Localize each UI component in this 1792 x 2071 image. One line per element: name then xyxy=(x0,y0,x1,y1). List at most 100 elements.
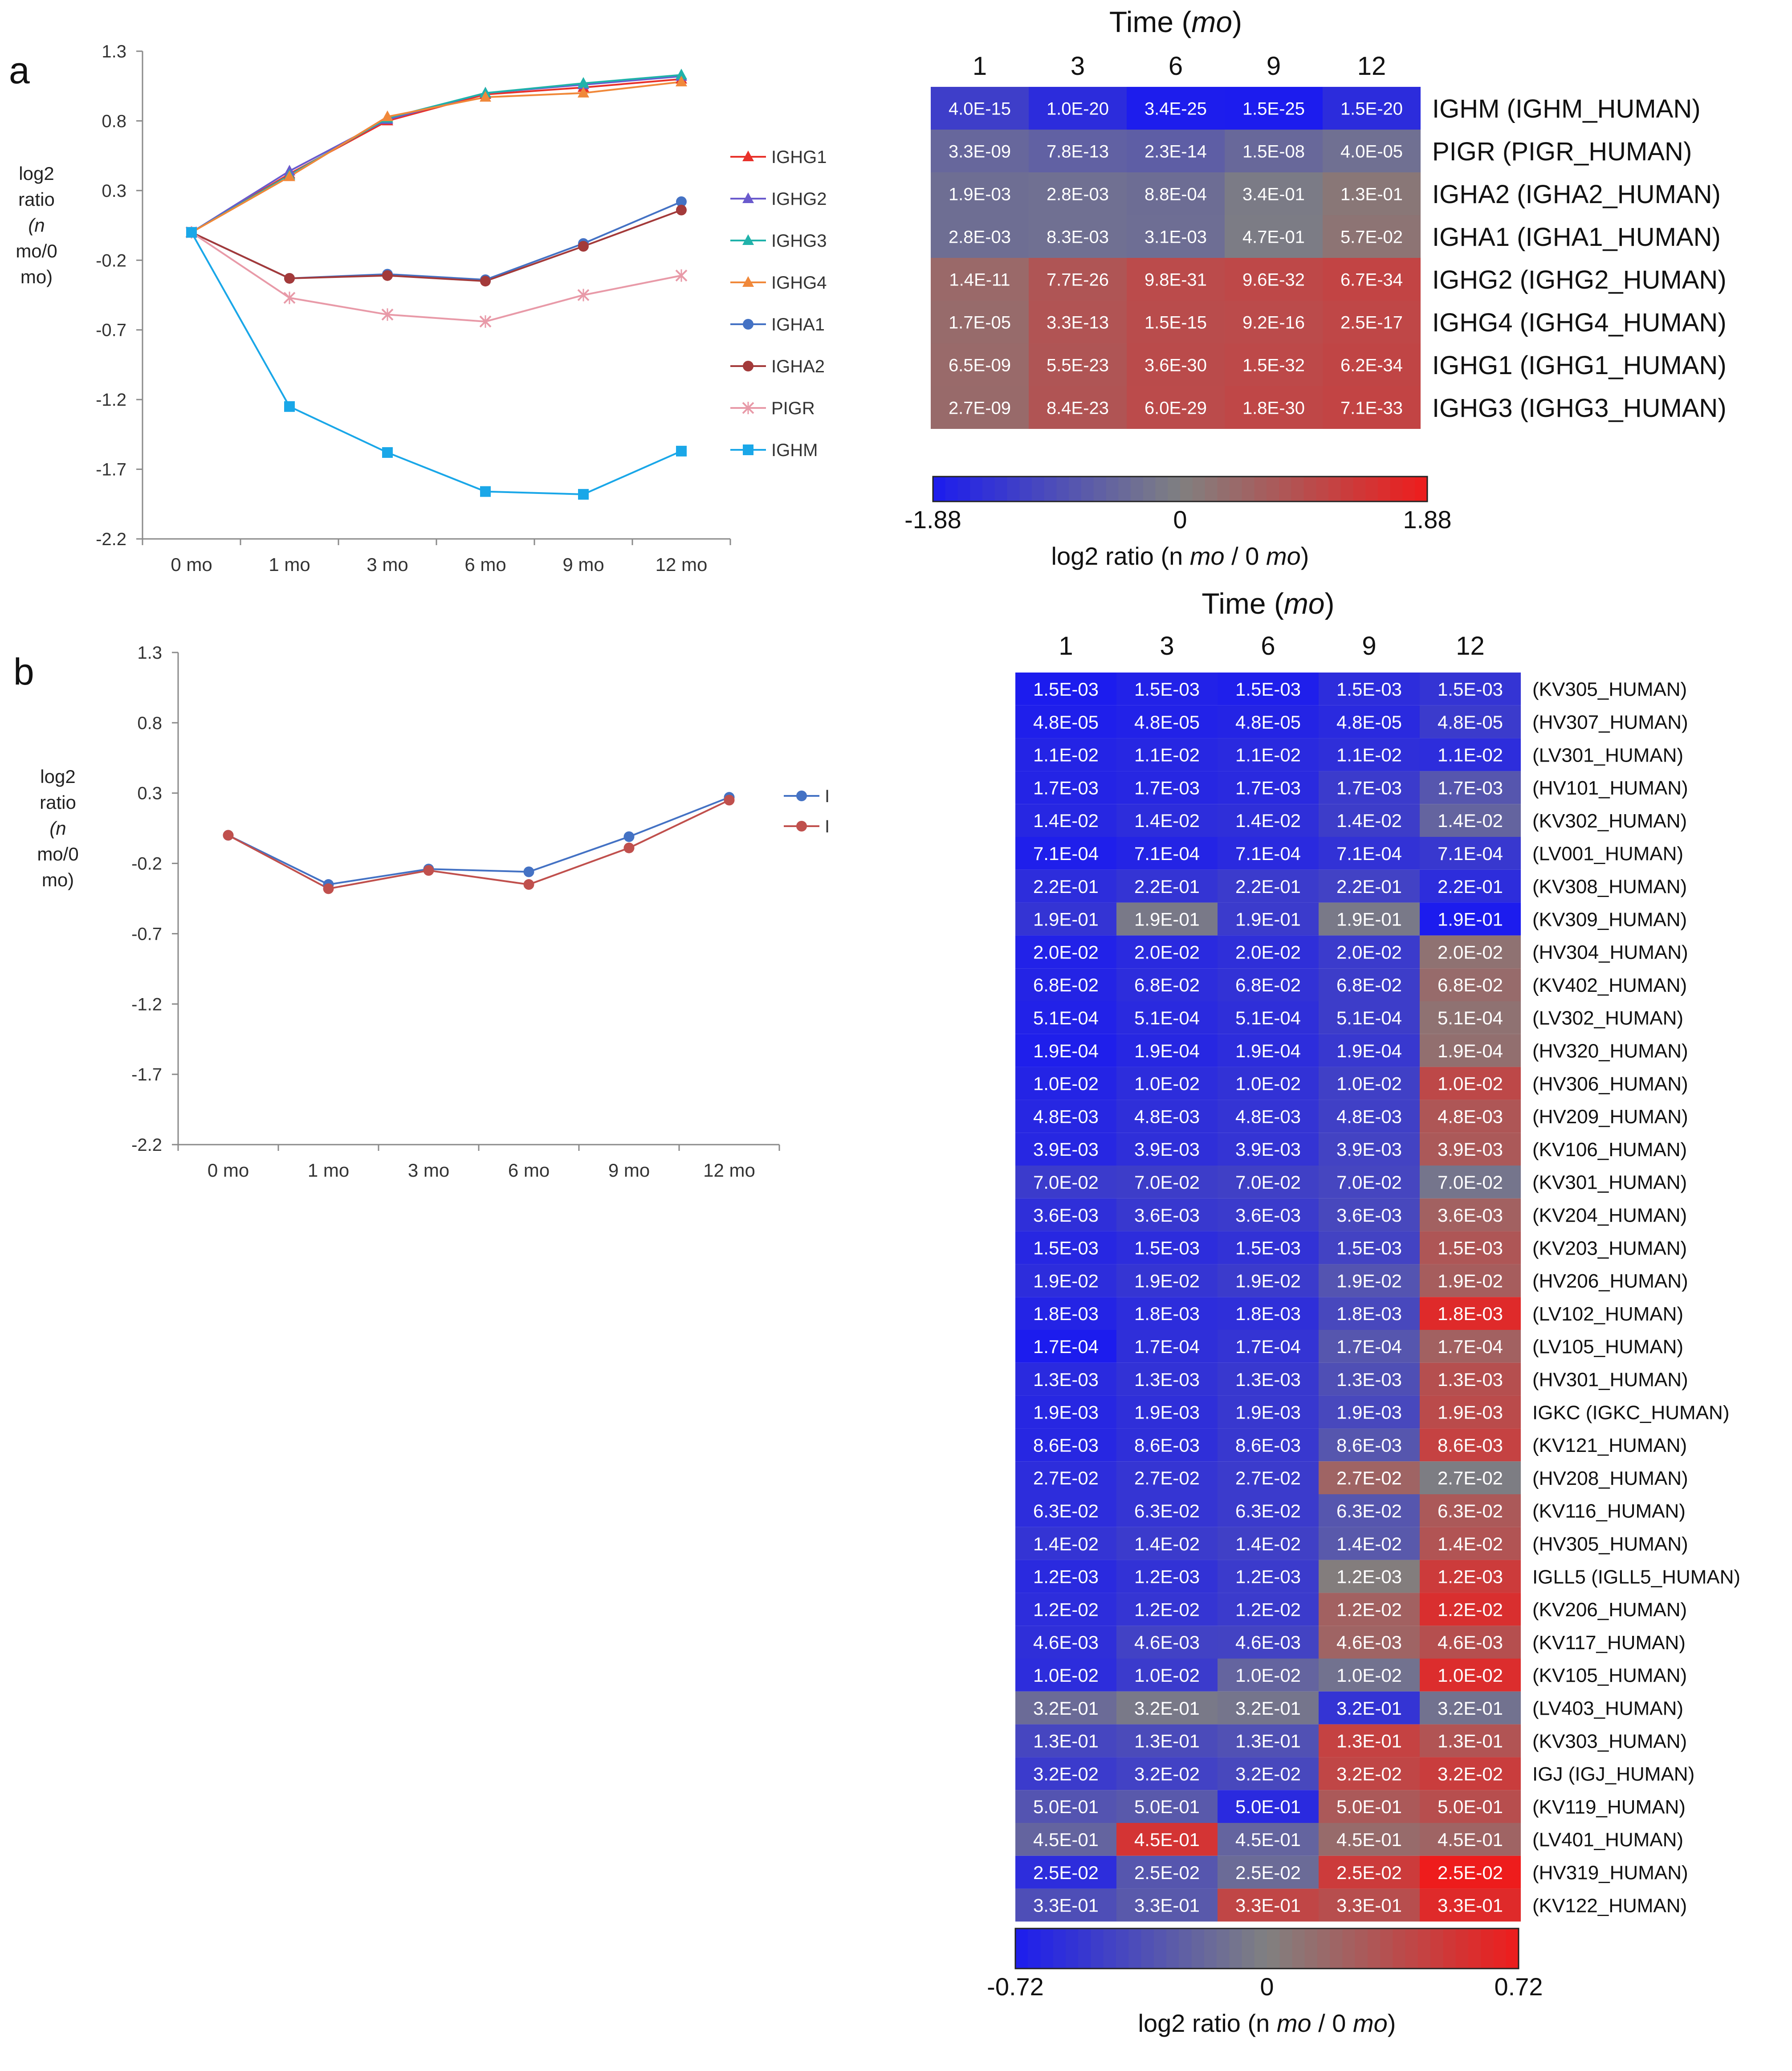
heat-cell-a-3-0 xyxy=(931,215,1029,258)
heat-cell-b-30-3 xyxy=(1319,1659,1420,1692)
heat-cell-b-35-1 xyxy=(1116,1823,1218,1856)
heat-cell-text-b-15-3: 7.0E-02 xyxy=(1336,1172,1402,1193)
heat-cell-text-b-35-3: 4.5E-01 xyxy=(1336,1829,1402,1850)
legend-bar-segment-a-14 xyxy=(1106,477,1119,501)
legend-bar-segment-a-31 xyxy=(1316,477,1329,501)
legend-bar-segment-a-4 xyxy=(982,477,995,501)
legend-bar-segment-b-3 xyxy=(1053,1928,1066,1969)
legend-bar-segment-b-20 xyxy=(1267,1928,1280,1969)
legend-bar-segment-b-16 xyxy=(1217,1928,1230,1969)
heat-cell-text-b-32-2: 1.3E-01 xyxy=(1235,1731,1301,1752)
heat-cell-text-b-10-3: 5.1E-04 xyxy=(1336,1007,1402,1028)
heatmap-row-label-b-24: (HV208_HUMAN) xyxy=(1532,1468,1688,1489)
heat-cell-text-b-4-2: 1.4E-02 xyxy=(1235,810,1301,831)
heat-cell-b-6-4 xyxy=(1420,869,1521,903)
series-line-ighg1 xyxy=(191,78,682,233)
heat-cell-b-34-4 xyxy=(1420,1790,1521,1823)
heat-cell-b-28-3 xyxy=(1319,1593,1420,1626)
x-tick-label-b-5: 12 mo xyxy=(703,1160,755,1181)
heat-cell-b-7-4 xyxy=(1420,902,1521,936)
heat-cell-text-b-16-2: 3.6E-03 xyxy=(1235,1205,1301,1226)
legend-marker-igll5 xyxy=(796,791,807,801)
heat-cell-text-b-29-3: 4.6E-03 xyxy=(1336,1632,1402,1653)
legend-bar-segment-a-37 xyxy=(1390,477,1403,501)
heat-cell-text-a-5-4: 2.5E-17 xyxy=(1340,313,1403,332)
heat-cell-text-b-37-1: 3.3E-01 xyxy=(1134,1895,1200,1916)
legend-bar-segment-b-11 xyxy=(1153,1928,1167,1969)
point-igha2-3 xyxy=(480,276,491,287)
legend-bar-segment-a-21 xyxy=(1192,477,1206,501)
heatmap-col-label-b-3: 9 xyxy=(1362,632,1376,660)
heat-cell-b-33-3 xyxy=(1319,1757,1420,1790)
heat-cell-text-b-10-2: 5.1E-04 xyxy=(1235,1007,1301,1028)
legend-bar-segment-a-5 xyxy=(994,477,1008,501)
heat-cell-b-31-2 xyxy=(1218,1691,1319,1724)
heat-cell-text-b-25-3: 6.3E-02 xyxy=(1336,1500,1402,1521)
point-igkc-0 xyxy=(223,830,234,841)
legend-marker-ighg1 xyxy=(742,151,754,161)
heat-cell-b-33-2 xyxy=(1218,1757,1319,1790)
heatmap-row-label-b-1: (HV307_HUMAN) xyxy=(1532,712,1688,734)
y-tick-label-b-5: -1.2 xyxy=(131,995,162,1014)
heat-cell-b-24-2 xyxy=(1218,1461,1319,1494)
y-tick-label-b-7: -2.2 xyxy=(131,1135,162,1155)
heat-cell-text-b-12-4: 1.0E-02 xyxy=(1438,1073,1503,1094)
heatmap-b: Time (mo) 1 3 6 9 12 1.5E-03 1.5E-03 1.5E-03 1.5E… xyxy=(987,587,1740,2037)
point-igha2-4 xyxy=(578,241,589,252)
legend-bar-segment-b-10 xyxy=(1141,1928,1154,1969)
x-tick-label-b-4: 9 mo xyxy=(608,1160,650,1181)
heat-cell-b-11-2 xyxy=(1218,1034,1319,1067)
legend-bar-segment-a-8 xyxy=(1032,477,1045,501)
heatmap-row-label-b-16: (KV204_HUMAN) xyxy=(1532,1205,1687,1227)
legend-bar-segment-b-9 xyxy=(1128,1928,1142,1969)
heat-cell-b-19-1 xyxy=(1116,1297,1218,1330)
legend-bar-segment-a-25 xyxy=(1242,477,1255,501)
heatmap-row-label-a-1: PIGR (PIGR_HUMAN) xyxy=(1432,137,1692,166)
heat-cell-text-a-4-0: 1.4E-11 xyxy=(949,270,1010,289)
heat-cell-text-b-17-1: 1.5E-03 xyxy=(1134,1238,1200,1259)
heat-cell-a-6-4 xyxy=(1323,343,1421,386)
heat-cell-text-b-5-4: 7.1E-04 xyxy=(1438,843,1503,864)
heat-cell-b-26-4 xyxy=(1420,1527,1521,1560)
heat-cell-text-b-36-0: 2.5E-02 xyxy=(1033,1862,1099,1883)
heat-cell-text-b-35-1: 4.5E-01 xyxy=(1134,1829,1200,1850)
heatmap-row-label-b-3: (HV101_HUMAN) xyxy=(1532,777,1688,799)
heat-cell-text-a-7-2: 6.0E-29 xyxy=(1144,398,1207,418)
heat-cell-b-14-1 xyxy=(1116,1133,1218,1166)
heat-cell-text-a-1-1: 7.8E-13 xyxy=(1047,142,1109,161)
legend-bar-segment-b-32 xyxy=(1418,1928,1431,1969)
heat-cell-text-b-13-0: 4.8E-03 xyxy=(1033,1106,1099,1127)
heat-cell-b-16-4 xyxy=(1420,1198,1521,1231)
heat-cell-text-a-3-3: 4.7E-01 xyxy=(1242,227,1305,247)
heat-cell-text-b-9-2: 6.8E-02 xyxy=(1235,974,1301,995)
legend-min-label-a: -1.88 xyxy=(904,506,961,534)
heat-cell-b-37-1 xyxy=(1116,1888,1218,1922)
heatmap-col-label-a-0: 1 xyxy=(973,52,987,81)
heat-cell-b-15-0 xyxy=(1015,1166,1116,1199)
heat-cell-b-25-0 xyxy=(1015,1494,1116,1527)
point-ighm-3 xyxy=(480,486,491,497)
heat-cell-b-6-1 xyxy=(1116,869,1218,903)
heatmap-row-label-a-6: IGHG1 (IGHG1_HUMAN) xyxy=(1432,351,1727,380)
heat-cell-a-1-0 xyxy=(931,130,1029,172)
heat-cell-text-b-7-3: 1.9E-01 xyxy=(1336,909,1402,930)
heat-cell-b-28-2 xyxy=(1218,1593,1319,1626)
heat-cell-b-29-3 xyxy=(1319,1626,1420,1659)
heatmap-row-label-b-37: (KV122_HUMAN) xyxy=(1532,1895,1687,1916)
legend-bar-frame-a xyxy=(932,476,1428,502)
heat-cell-text-b-35-4: 4.5E-01 xyxy=(1438,1829,1503,1850)
heatmap-row-label-b-7: (KV309_HUMAN) xyxy=(1532,909,1687,930)
legend-bar-segment-a-20 xyxy=(1180,477,1193,501)
heat-cell-text-b-32-0: 1.3E-01 xyxy=(1033,1731,1099,1752)
point-pigr-2 xyxy=(381,308,394,321)
heat-cell-b-2-0 xyxy=(1015,738,1116,771)
heatmap-row-label-b-18: (HV206_HUMAN) xyxy=(1532,1270,1688,1292)
heatmap-row-label-b-9: (KV402_HUMAN) xyxy=(1532,974,1687,996)
heat-cell-b-15-1 xyxy=(1116,1166,1218,1199)
heat-cell-b-8-2 xyxy=(1218,935,1319,969)
legend-bar-segment-a-27 xyxy=(1267,477,1279,501)
heat-cell-b-1-1 xyxy=(1116,705,1218,738)
heat-cell-text-b-1-3: 4.8E-05 xyxy=(1336,712,1402,733)
heat-cell-a-1-2 xyxy=(1127,130,1225,172)
heat-cell-text-a-1-0: 3.3E-09 xyxy=(949,142,1011,161)
